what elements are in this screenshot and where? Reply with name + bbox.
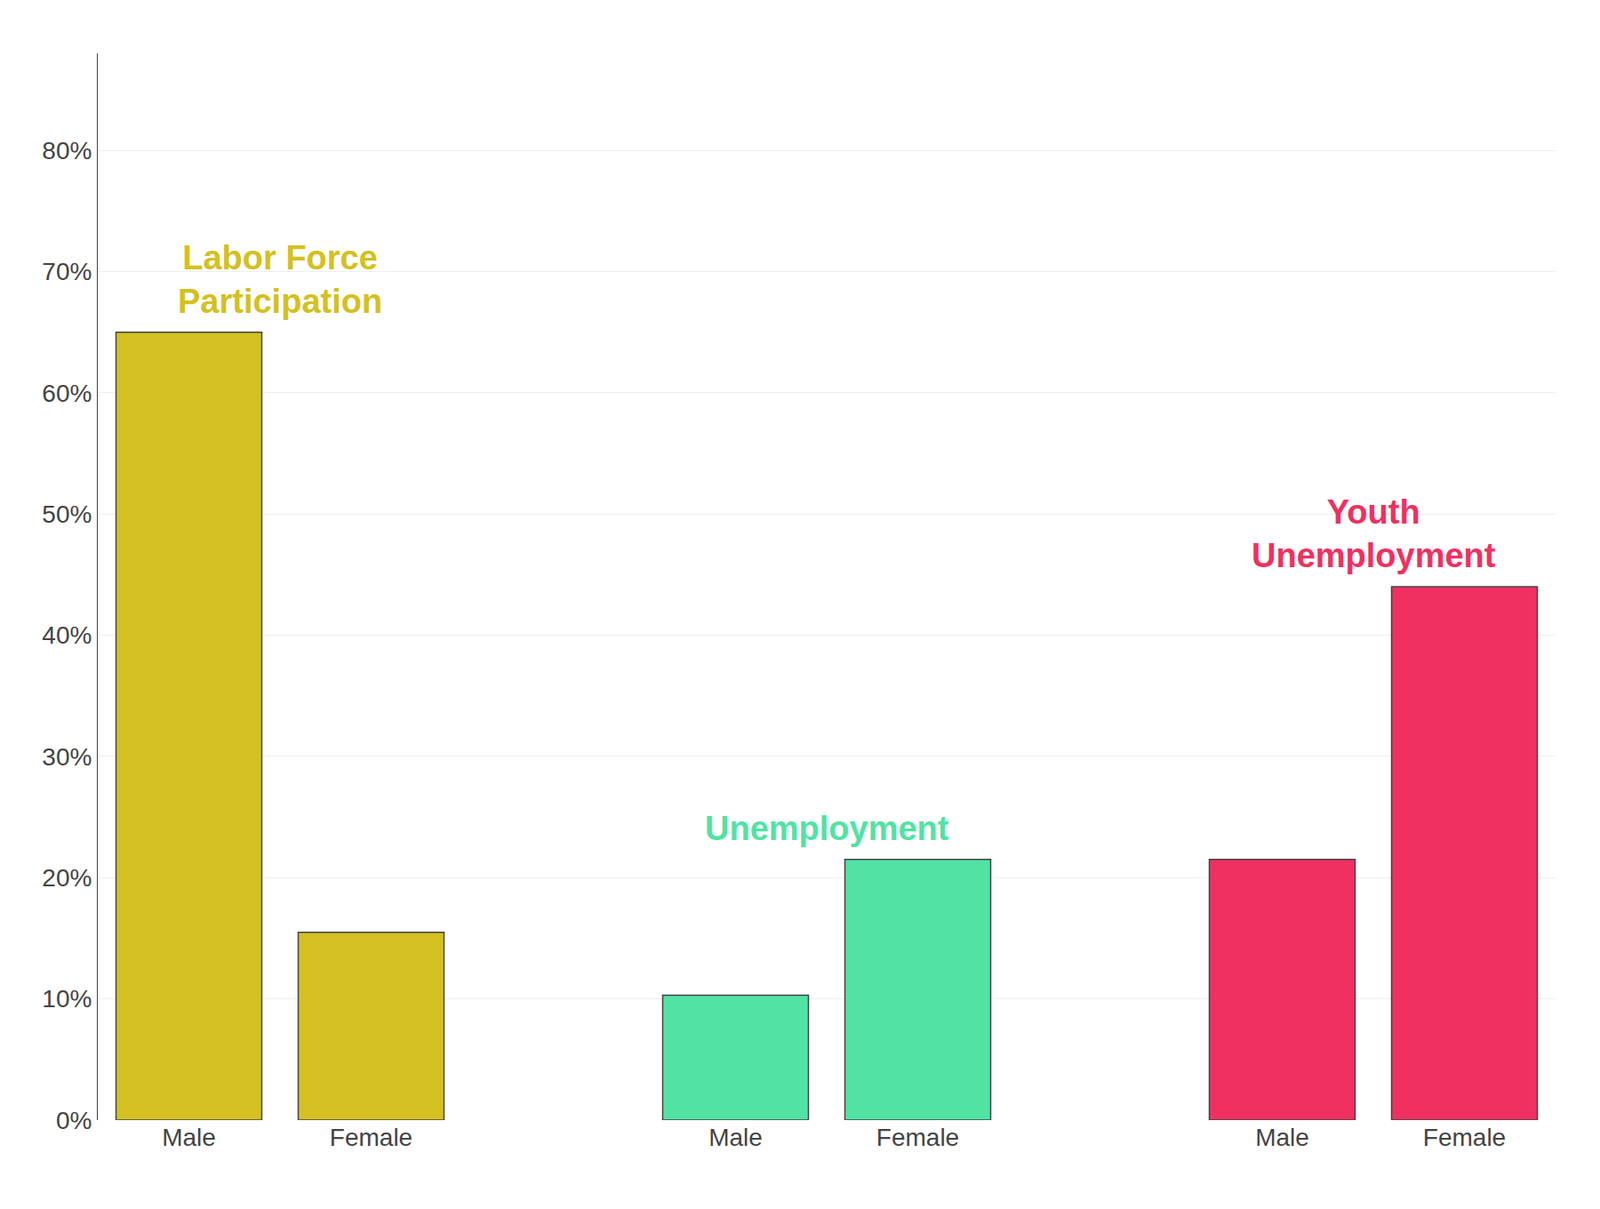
svg-text:70%: 70% [41,257,92,286]
svg-text:Unemployment: Unemployment [704,809,950,848]
svg-text:Female: Female [329,1123,413,1152]
svg-text:40%: 40% [41,621,92,649]
svg-text:Male: Male [1255,1123,1310,1152]
svg-text:30%: 30% [41,743,92,771]
svg-text:Female: Female [876,1123,960,1152]
svg-text:20%: 20% [41,864,92,892]
svg-text:Female: Female [1423,1123,1506,1152]
svg-text:50%: 50% [41,500,92,528]
svg-text:Male: Male [708,1123,763,1152]
svg-text:10%: 10% [41,984,92,1013]
svg-text:Labor ForceParticipation: Labor ForceParticipation [177,239,383,320]
svg-text:80%: 80% [41,136,92,165]
svg-text:Male: Male [161,1123,216,1152]
svg-text:YouthUnemployment: YouthUnemployment [1251,493,1496,575]
svg-text:60%: 60% [41,379,92,408]
svg-text:0%: 0% [56,1106,92,1135]
